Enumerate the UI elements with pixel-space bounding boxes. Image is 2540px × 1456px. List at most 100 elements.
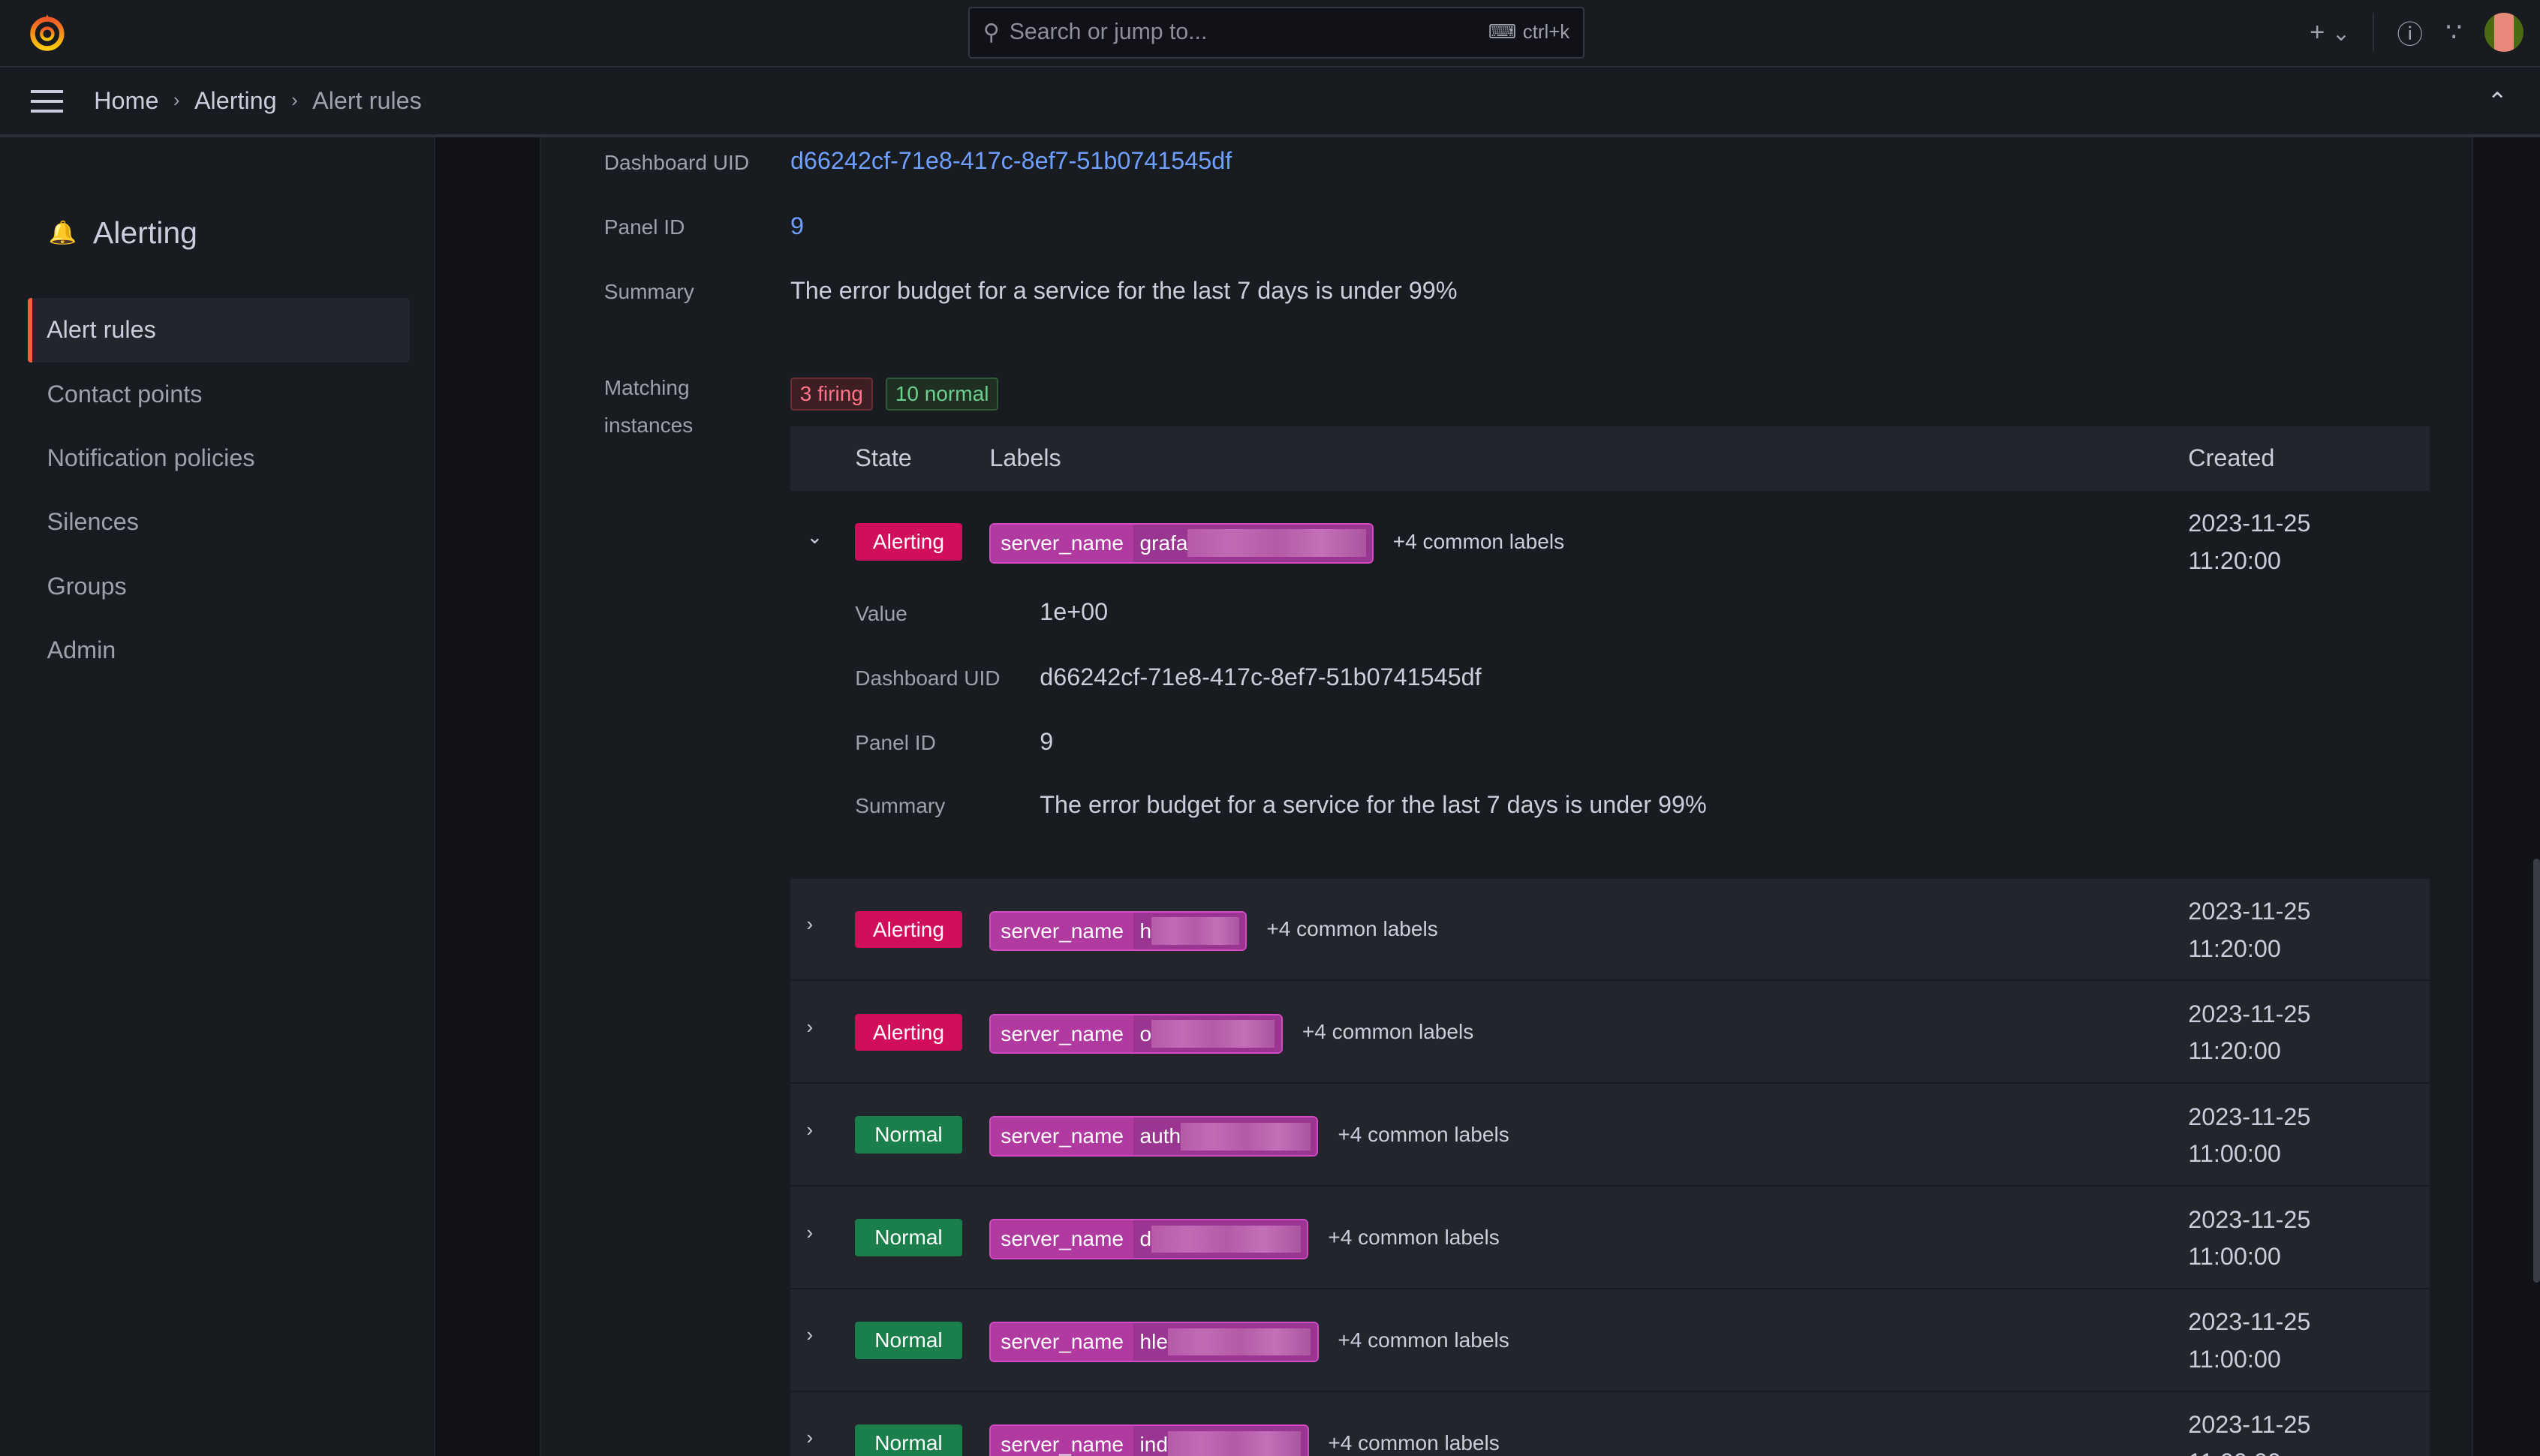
table-row[interactable]: › Normal server_name ind +4 common labels… xyxy=(790,1390,2430,1456)
rss-icon[interactable]: ∵ xyxy=(2445,18,2463,47)
label-value: h xyxy=(1139,919,1152,943)
main-content: Dashboard UID d66242cf-71e8-417c-8ef7-51… xyxy=(435,137,2540,1456)
chevron-right-icon[interactable]: › xyxy=(806,1119,814,1141)
menu-icon[interactable] xyxy=(31,89,64,113)
table-row[interactable]: › Normal server_name hle +4 common labels… xyxy=(790,1288,2430,1391)
table-row[interactable]: › Alerting server_name h +4 common labels… xyxy=(790,877,2430,980)
avatar[interactable] xyxy=(2484,13,2524,53)
redacted-value xyxy=(1187,529,1366,558)
grafana-logo-icon[interactable] xyxy=(28,13,67,52)
dashboard-uid-label: Dashboard UID xyxy=(855,666,1001,690)
common-labels-toggle[interactable]: +4 common labels xyxy=(1266,917,1438,941)
redacted-value xyxy=(1181,1122,1311,1151)
state-badge: Alerting xyxy=(855,1013,962,1051)
chevron-right-icon[interactable]: › xyxy=(806,1325,814,1346)
redacted-value xyxy=(1151,1225,1301,1253)
dashboard-uid-link[interactable]: d66242cf-71e8-417c-8ef7-51b0741545df xyxy=(790,147,1232,175)
summary-label: Summary xyxy=(855,794,946,818)
label-key: server_name xyxy=(991,1323,1133,1361)
dashboard-uid-link[interactable]: d66242cf-71e8-417c-8ef7-51b0741545df xyxy=(1040,663,1482,690)
redacted-value xyxy=(1151,1020,1275,1048)
breadcrumb-alerting[interactable]: Alerting xyxy=(194,87,277,115)
label-badge[interactable]: server_name hle xyxy=(989,1322,1319,1362)
label-badge[interactable]: server_name grafa xyxy=(989,523,1374,564)
summary-label: Summary xyxy=(603,280,694,304)
help-icon[interactable]: ⓘ xyxy=(2397,21,2423,50)
keyboard-icon: ⌨ xyxy=(1488,22,1517,44)
redacted-value xyxy=(1151,917,1239,945)
firing-count-badge[interactable]: 3 firing xyxy=(790,377,873,411)
sidebar-item-silences[interactable]: Silences xyxy=(47,508,139,536)
created-timestamp: 2023-11-25 11:20:00 xyxy=(2188,510,2311,574)
table-row[interactable]: › Normal server_name d +4 common labels 2… xyxy=(790,1185,2430,1289)
instances-table: State Labels Created ⌄ Alerting server_n… xyxy=(790,426,2430,1456)
label-badge[interactable]: server_name d xyxy=(989,1219,1309,1259)
common-labels-toggle[interactable]: +4 common labels xyxy=(1328,1225,1500,1249)
chevron-down-icon[interactable]: ⌄ xyxy=(806,527,823,549)
chevron-up-icon[interactable]: ⌃ xyxy=(2487,87,2508,115)
header-created: Created xyxy=(2188,444,2275,472)
redacted-value xyxy=(1167,1430,1301,1456)
sidebar-item-contact-points[interactable]: Contact points xyxy=(47,380,203,408)
created-timestamp: 2023-11-25 11:20:00 xyxy=(2188,897,2311,962)
sidebar-title: Alerting xyxy=(92,215,197,250)
sidebar-item-admin[interactable]: Admin xyxy=(47,636,116,664)
chevron-right-icon: › xyxy=(173,90,180,112)
sidebar-item-alert-rules[interactable]: Alert rules xyxy=(27,298,410,362)
label-value: grafa xyxy=(1139,531,1188,555)
label-badge[interactable]: server_name h xyxy=(989,910,1247,952)
plus-icon[interactable]: + ⌄ xyxy=(2310,17,2350,47)
panel-id-link[interactable]: 9 xyxy=(790,212,804,239)
state-badge: Alerting xyxy=(855,523,962,561)
label-value: hle xyxy=(1139,1330,1168,1354)
common-labels-toggle[interactable]: +4 common labels xyxy=(1338,1123,1509,1147)
scrollbar[interactable] xyxy=(2533,858,2540,1283)
summary-value: The error budget for a service for the l… xyxy=(790,277,1458,304)
common-labels-toggle[interactable]: +4 common labels xyxy=(1328,1430,1500,1454)
common-labels-toggle[interactable]: +4 common labels xyxy=(1392,529,1565,553)
chevron-right-icon[interactable]: › xyxy=(806,913,814,935)
label-badge[interactable]: server_name o xyxy=(989,1013,1283,1054)
sidebar-item-groups[interactable]: Groups xyxy=(47,572,127,600)
chevron-right-icon[interactable]: › xyxy=(806,1427,814,1449)
label-key: server_name xyxy=(991,1426,1133,1456)
table-header: State Labels Created xyxy=(790,426,2430,491)
label-key: server_name xyxy=(991,1220,1133,1258)
value-value: 1e+00 xyxy=(1040,598,1109,626)
sidebar-item-notification-policies[interactable]: Notification policies xyxy=(47,444,255,471)
created-timestamp: 2023-11-25 11:20:00 xyxy=(2188,1000,2311,1065)
search-input[interactable]: ⚲ Search or jump to... ⌨ ctrl+k xyxy=(968,6,1584,59)
normal-count-badge[interactable]: 10 normal xyxy=(885,377,999,411)
panel-id-label: Panel ID xyxy=(855,731,936,755)
value-label: Value xyxy=(855,601,907,625)
panel-id-link[interactable]: 9 xyxy=(1040,727,1054,755)
top-bar: ⚲ Search or jump to... ⌨ ctrl+k + ⌄ ⓘ ∵ xyxy=(0,0,2540,68)
header-state: State xyxy=(855,444,912,472)
bell-icon: 🔔 xyxy=(48,221,77,245)
breadcrumb: Home › Alerting › Alert rules ⌃ xyxy=(0,68,2540,138)
table-row[interactable]: ⌄ Alerting server_name grafa +4 common la… xyxy=(790,491,2430,592)
label-badge[interactable]: server_name ind xyxy=(989,1424,1309,1456)
state-badge: Normal xyxy=(855,1116,962,1154)
summary-value: The error budget for a service for the l… xyxy=(1040,791,1707,819)
chevron-right-icon: › xyxy=(291,90,298,112)
chevron-right-icon[interactable]: › xyxy=(806,1016,814,1038)
dashboard-uid-label: Dashboard UID xyxy=(603,150,750,174)
common-labels-toggle[interactable]: +4 common labels xyxy=(1338,1328,1509,1352)
breadcrumb-home[interactable]: Home xyxy=(94,87,159,115)
matching-instances-label: Matching instances xyxy=(603,376,694,437)
chevron-right-icon[interactable]: › xyxy=(806,1222,814,1244)
divider xyxy=(2373,13,2375,53)
header-labels: Labels xyxy=(989,444,1061,472)
label-value: auth xyxy=(1139,1124,1181,1148)
table-row[interactable]: › Normal server_name auth +4 common label… xyxy=(790,1082,2430,1186)
instance-details: Value 1e+00 Dashboard UID d66242cf-71e8-… xyxy=(790,592,2430,877)
common-labels-toggle[interactable]: +4 common labels xyxy=(1302,1020,1474,1044)
table-row[interactable]: › Alerting server_name o +4 common labels… xyxy=(790,979,2430,1083)
label-value: ind xyxy=(1139,1433,1168,1456)
label-value: d xyxy=(1139,1227,1152,1251)
label-badge[interactable]: server_name auth xyxy=(989,1116,1319,1157)
